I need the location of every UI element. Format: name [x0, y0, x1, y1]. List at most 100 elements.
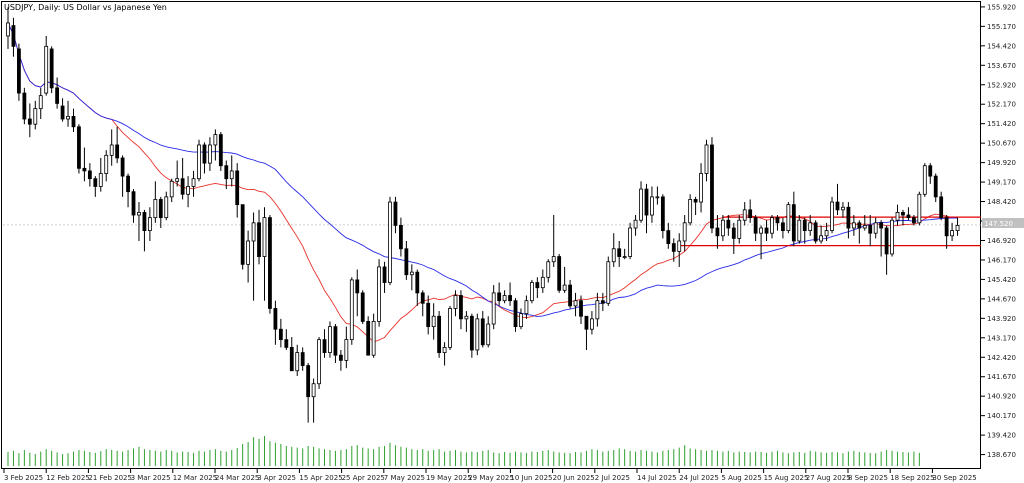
horizontal-levels [679, 216, 981, 247]
candle-bear [382, 266, 387, 283]
candle-bear [879, 222, 884, 229]
candle-bear [557, 256, 562, 291]
candle-bear [158, 199, 163, 219]
candle-bull [742, 209, 747, 221]
candle-bull [824, 230, 829, 237]
candle-bear [660, 196, 665, 232]
candle-bear [791, 204, 796, 242]
candle-bear [715, 227, 720, 237]
candle-bear [480, 318, 485, 346]
y-tick-label: 148.420 [987, 198, 1016, 206]
x-tick-label: 29 May 2025 [468, 474, 514, 482]
candle-bull [895, 212, 900, 221]
plot-frame [1, 1, 981, 469]
candle-bull [688, 199, 693, 224]
candle-bull [377, 266, 381, 322]
candle-bear [218, 134, 223, 167]
candle-bear [944, 217, 949, 237]
y-tick-label: 155.170 [987, 23, 1016, 31]
price-tag-box [982, 218, 1024, 228]
candle-bull [262, 217, 267, 257]
candle-bear [77, 126, 81, 169]
y-tick-label: 140.170 [987, 412, 1016, 420]
x-tick-label: 18 Sep 2025 [890, 474, 934, 482]
candle-bull [590, 318, 594, 330]
x-tick-label: 21 Feb 2025 [88, 474, 132, 482]
x-tick-label: 12 Feb 2025 [46, 474, 90, 482]
x-tick-label: 12 Mar 2025 [173, 474, 217, 482]
x-tick-label: 27 Aug 2025 [806, 474, 851, 482]
candle-bear [459, 295, 463, 320]
y-tick-label: 145.420 [987, 276, 1016, 284]
candle-bull [922, 165, 927, 195]
candle-bear [726, 219, 731, 229]
candle-bull [955, 225, 960, 232]
candle-bear [306, 365, 311, 398]
candle-bear [17, 48, 21, 94]
candle-bear [579, 300, 583, 317]
x-tick-label: 2 Jul 2025 [595, 474, 630, 482]
candle-bear [49, 48, 54, 89]
candle-bull [704, 144, 709, 174]
candle-bear [497, 292, 502, 302]
candle-bull [453, 295, 458, 309]
y-tick-label: 152.170 [987, 101, 1016, 109]
candle-bull [650, 196, 654, 216]
candle-bear [535, 282, 540, 289]
x-tick-label: 19 May 2025 [426, 474, 472, 482]
candle-bull [502, 295, 507, 302]
candle-bull [595, 300, 600, 320]
candle-bull [841, 206, 845, 211]
candle-bear [731, 227, 736, 239]
y-tick-label: 144.670 [987, 295, 1016, 303]
candle-bull [759, 227, 763, 234]
candle-bull [191, 178, 196, 187]
candle-bull [98, 173, 103, 187]
candle-bear [513, 300, 518, 328]
x-tick-label: 3 Apr 2025 [257, 474, 296, 482]
candle-bull [349, 279, 354, 341]
candle-bear [584, 315, 589, 330]
candle-bull [448, 308, 452, 348]
candle-bear [120, 157, 125, 177]
candle-bear [355, 279, 360, 294]
candle-bear [278, 328, 283, 341]
candle-bull [639, 188, 643, 221]
candle-bear [617, 248, 622, 257]
candle-bull [524, 300, 529, 315]
candle-bear [284, 339, 289, 348]
candle-bear [748, 209, 753, 219]
candle-bear [508, 295, 512, 302]
y-tick-label: 154.420 [987, 42, 1016, 50]
candle-bull [606, 261, 611, 304]
y-tick-label: 139.420 [987, 432, 1016, 440]
y-tick-label: 155.920 [987, 3, 1016, 11]
x-tick-label: 20 Jun 2025 [553, 474, 595, 482]
candle-bear [142, 212, 147, 232]
candle-bear [693, 199, 698, 203]
candle-bull [208, 144, 212, 164]
candle-bull [890, 219, 894, 255]
y-tick-label: 146.170 [987, 256, 1016, 264]
candle-bull [491, 292, 496, 325]
x-tick-label: 14 Jul 2025 [637, 474, 677, 482]
candle-bull [197, 144, 201, 180]
candle-bull [873, 222, 878, 234]
candle-bull [317, 339, 321, 385]
candle-bear [437, 315, 442, 353]
candle-bear [257, 222, 261, 257]
candle-bull [6, 22, 10, 37]
candle-bull [551, 256, 556, 263]
candle-bear [802, 219, 807, 232]
candle-bear [22, 92, 27, 120]
candle-bull [677, 240, 682, 252]
candle-bull [431, 315, 436, 328]
candle-bull [137, 212, 141, 216]
y-tick-label: 143.170 [987, 334, 1016, 342]
candle-bear [420, 292, 425, 304]
candle-bear [868, 225, 873, 234]
candle-bear [87, 170, 92, 180]
candle-bull [720, 219, 725, 237]
